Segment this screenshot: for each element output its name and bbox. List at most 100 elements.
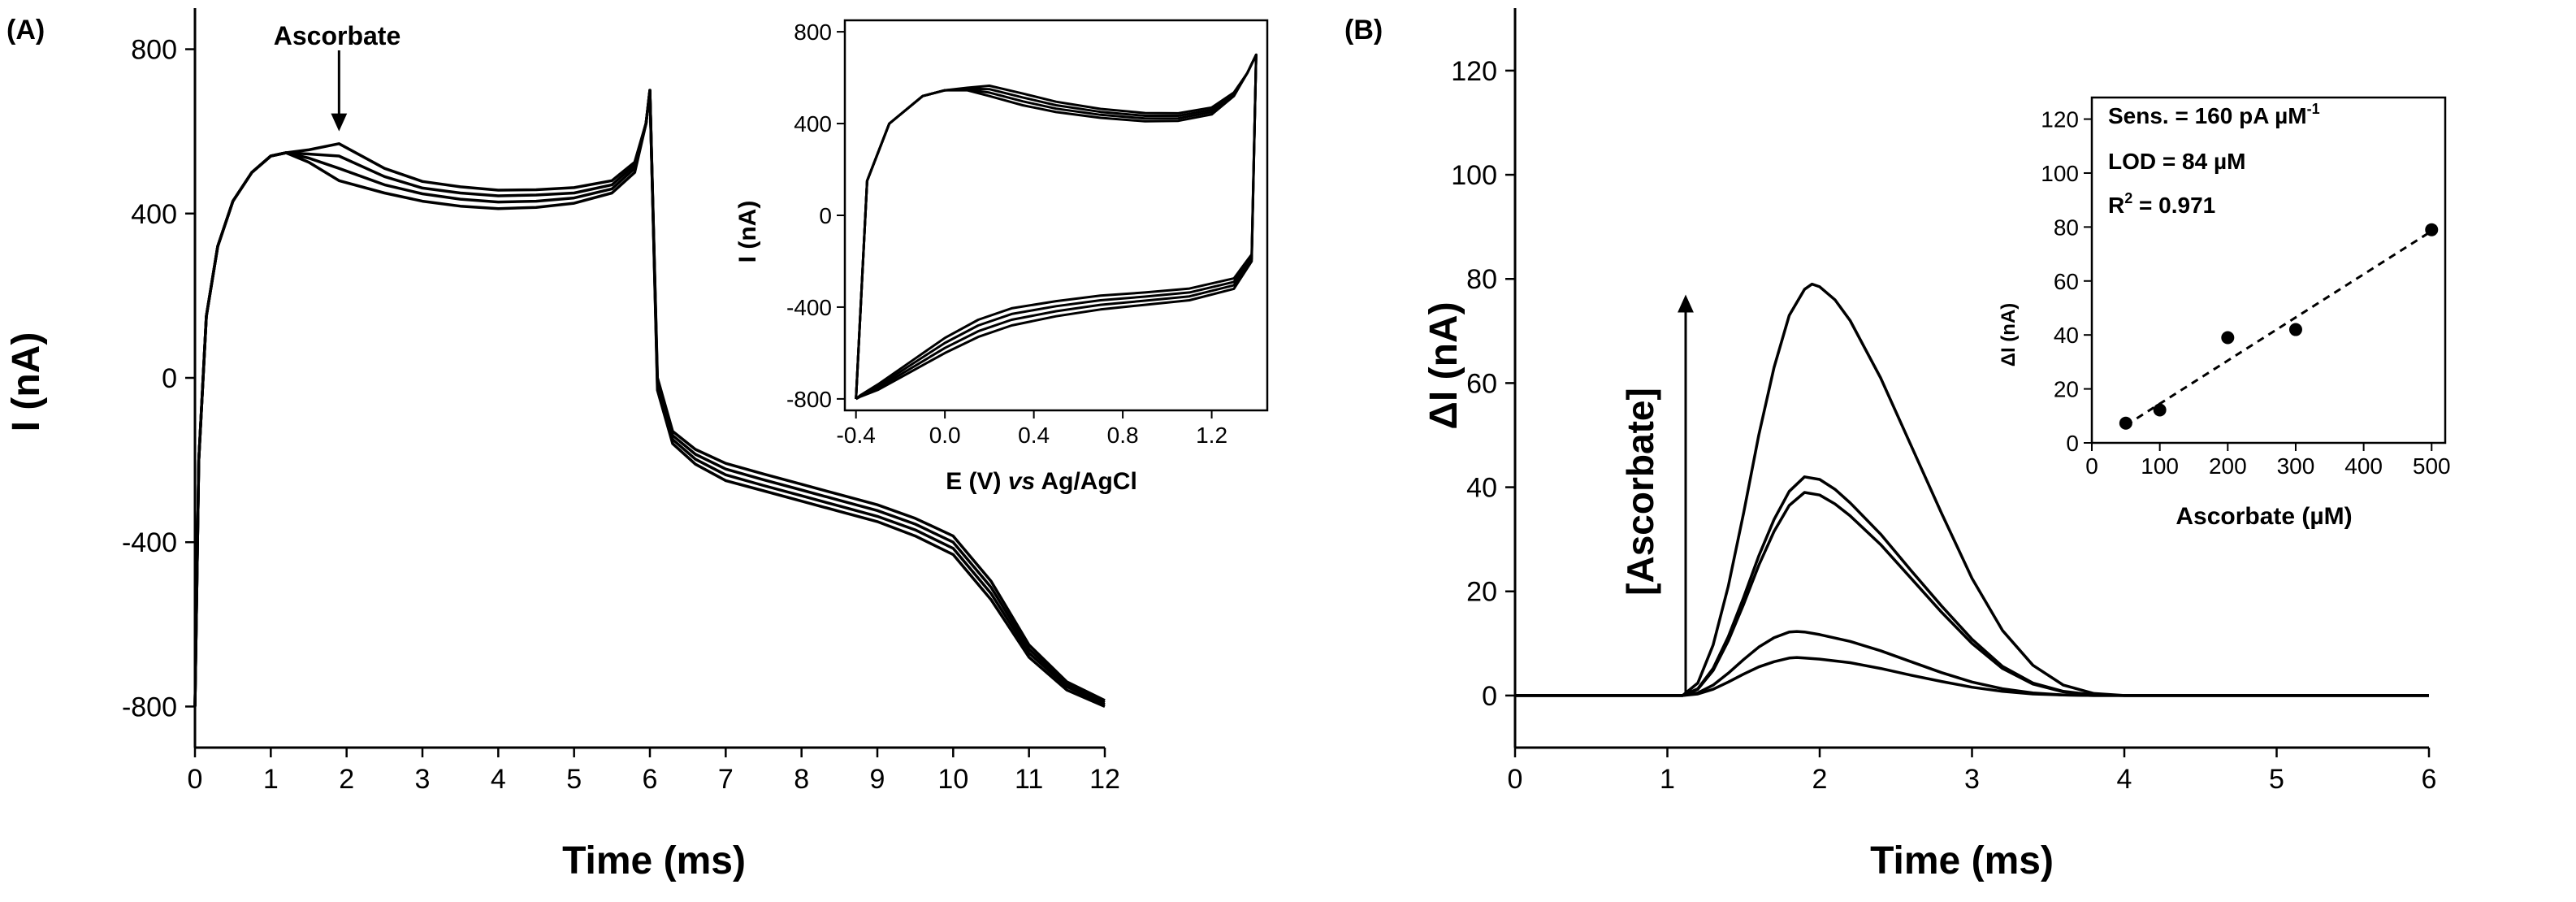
inset-b-y-tick-label: 120 (2041, 107, 2079, 132)
panel-b: (B) ΔI (nA) Time (ms) 0 1 2 3 4 5 602040608010… (1344, 8, 2451, 882)
panel-a-y-tick-label: -800 (122, 692, 177, 722)
panel-a-x-tick-label: 7 (718, 764, 734, 795)
panel-a-x-tick-label: 3 (415, 764, 431, 795)
inset-b-y-tick-label: 0 (2066, 431, 2079, 456)
panel-a-x-tick-label: 1 (263, 764, 279, 795)
inset-a-ticks: -0.4 0.0 0.4 0.8 1.2 -800 -400 0 400 800 (786, 20, 1227, 448)
inset-b-axes (2090, 96, 2447, 444)
inset-b-x-tick-label: 500 (2413, 453, 2451, 479)
panel-b-trace-5 (1515, 282, 2429, 697)
panel-b-x-tick-label: 2 (1812, 764, 1828, 795)
panel-a-arrow-head (331, 113, 348, 132)
panel-b-arrow-head (1678, 294, 1694, 313)
panel-a-y-tick-label: 400 (131, 199, 177, 230)
panel-b-y-tick-label: 60 (1466, 368, 1497, 399)
panel-a-series (193, 89, 1106, 709)
panel-b-x-tick-label: 0 (1508, 764, 1523, 795)
panel-b-y-tick-label: 80 (1466, 264, 1497, 295)
inset-a-x-axis-title: E (V) vs Ag/AgCl (946, 468, 1137, 495)
panel-b-inset: ΔI (nA) Ascorbate (µM) 0 100 200 300 400 500 0… (1998, 96, 2451, 530)
inset-a-cv-4 (855, 53, 1258, 401)
inset-a-x-tick-label: 1.2 (1196, 423, 1227, 448)
inset-b-x-tick-label: 100 (2141, 453, 2179, 479)
panel-a-annotation-ascorbate: Ascorbate (274, 21, 401, 50)
panel-b-y-tick-label: 0 (1482, 681, 1497, 712)
panel-a-y-tick-label: 0 (162, 363, 177, 394)
inset-a-x-tick-label: 0.8 (1107, 423, 1139, 448)
inset-b-x-tick-label: 200 (2209, 453, 2247, 479)
panel-a-annotation-arrow (331, 50, 348, 132)
panel-a: (A) I (nA) Time (ms) 0 1 2 3 4 5 6 7 8 9 10 11 12-80… (5, 8, 1269, 882)
inset-a-y-tick-label: 400 (794, 111, 832, 137)
panel-a-x-tick-label: 10 (937, 764, 968, 795)
panel-b-y-tick-label: 40 (1466, 473, 1497, 504)
inset-b-y-axis-title: ΔI (nA) (1998, 303, 2020, 367)
panel-a-inset: I (nA) E (V) vs Ag/AgCl -0.4 0.0 0.4 0.8 1.2… (734, 16, 1269, 495)
panel-b-trace-4 (1515, 475, 2429, 697)
panel-a-y-tick-label: 800 (131, 35, 177, 66)
panel-a-x-tick-label: 6 (643, 764, 658, 795)
panel-a-x-tick-label: 0 (188, 764, 203, 795)
panel-b-x-axis-title: Time (ms) (1870, 839, 2054, 882)
panel-b-x-tick-label: 6 (2422, 764, 2437, 795)
panel-a-x-tick-label: 11 (1015, 764, 1043, 795)
inset-a-y-tick-label: -400 (786, 295, 832, 320)
panel-b-x-tick-label: 4 (2117, 764, 2132, 795)
inset-b-x-tick-label: 300 (2277, 453, 2315, 479)
panel-a-x-tick-label: 4 (491, 764, 506, 795)
inset-b-frame (2090, 96, 2447, 444)
panel-b-x-tick-label: 1 (1660, 764, 1675, 795)
panel-a-x-tick-label: 12 (1089, 764, 1120, 795)
inset-a-y-tick-label: 800 (794, 20, 832, 45)
inset-b-points (2119, 223, 2439, 430)
panel-b-y-tick-label: 20 (1466, 577, 1497, 608)
panel-b-y-tick-label: 120 (1451, 56, 1497, 87)
panel-b-label: (B) (1344, 15, 1383, 46)
inset-a-x-tick-label: 0.4 (1018, 423, 1050, 448)
inset-b-data-point (2153, 403, 2167, 417)
panel-b-trace-1 (1515, 656, 2429, 697)
panel-b-annotation-ascorbate: [Ascorbate] (1619, 388, 1661, 596)
inset-b-y-tick-label: 20 (2054, 377, 2079, 402)
inset-b-lod: LOD = 84 µM (2108, 149, 2245, 174)
panel-a-label: (A) (6, 15, 45, 46)
inset-b-x-tick-label: 0 (2085, 453, 2098, 479)
inset-b-x-axis-title: Ascorbate (µM) (2176, 503, 2352, 530)
inset-b-data-point (2425, 223, 2439, 236)
panel-b-trace-2 (1515, 630, 2429, 697)
inset-b-fit-line (2125, 230, 2433, 427)
inset-a-series (855, 53, 1258, 401)
panel-a-y-axis-title: I (nA) (5, 332, 48, 432)
panel-b-y-axis-title: ΔI (nA) (1422, 301, 1466, 429)
panel-b-x-tick-label: 3 (1964, 764, 1980, 795)
panel-b-y-tick-label: 100 (1451, 160, 1497, 191)
inset-b-y-tick-label: 60 (2054, 269, 2079, 294)
inset-b-r-squared: R2 = 0.971 (2108, 190, 2215, 218)
panel-a-x-tick-label: 5 (566, 764, 582, 795)
inset-a-y-axis-title: I (nA) (734, 201, 761, 263)
inset-b-data-point (2119, 416, 2132, 430)
inset-a-x-tick-label: 0.0 (929, 423, 961, 448)
inset-b-data-point (2288, 323, 2302, 336)
inset-b-linear-fit (2125, 230, 2433, 427)
inset-b-ticks: 0 100 200 300 400 500 0 20 40 60 80 100 120 (2041, 107, 2450, 479)
panel-b-series (1515, 282, 2429, 697)
panel-a-x-tick-label: 8 (794, 764, 809, 795)
inset-b-sensitivity: Sens. = 160 pA µM-1 (2108, 101, 2320, 128)
panel-b-annotation-arrow (1678, 294, 1694, 696)
inset-b-x-tick-label: 400 (2344, 453, 2383, 479)
panel-a-trace-4 (193, 89, 1106, 707)
panel-a-x-tick-label: 2 (339, 764, 354, 795)
panel-a-x-axis-title: Time (ms) (562, 839, 746, 882)
panel-a-x-tick-label: 9 (870, 764, 885, 795)
inset-b-data-point (2221, 331, 2235, 345)
inset-b-y-tick-label: 100 (2041, 161, 2079, 186)
inset-a-y-tick-label: 0 (819, 203, 832, 228)
inset-a-y-tick-label: -800 (786, 387, 832, 412)
inset-b-y-tick-label: 40 (2054, 323, 2079, 348)
inset-a-x-tick-label: -0.4 (837, 423, 876, 448)
panel-a-y-tick-label: -400 (122, 527, 177, 558)
